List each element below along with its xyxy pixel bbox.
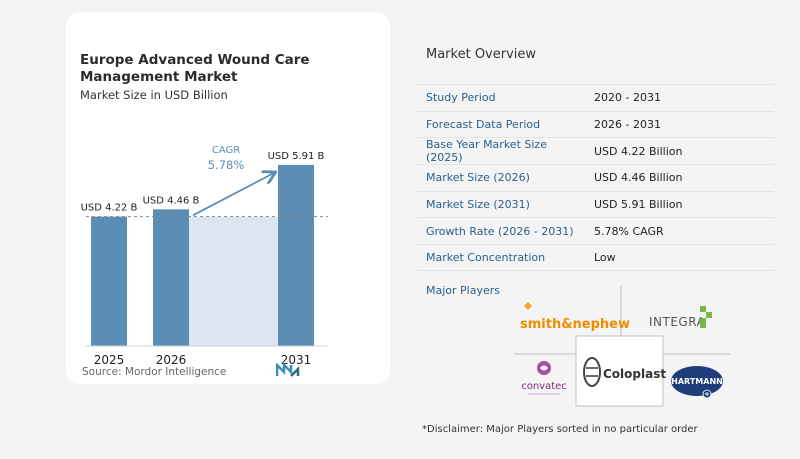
bar	[153, 209, 189, 346]
row-value: 2026 - 2031	[594, 118, 661, 132]
bar-value-label: USD 5.91 B	[268, 151, 325, 162]
cagr-value: 5.78%	[208, 158, 245, 172]
row-value: 2020 - 2031	[594, 91, 661, 105]
row-label: Market Size (2026)	[426, 171, 530, 185]
bar-value-label: USD 4.46 B	[143, 195, 200, 206]
smith-nephew-logo: smith&nephew	[520, 302, 630, 332]
cagr-label: CAGR	[212, 145, 240, 156]
hartmann-text: HARTMANN	[671, 377, 723, 386]
integra-logo: INTEGRA	[649, 306, 712, 329]
overview-title: Market Overview	[426, 47, 537, 62]
coloplast-cell	[575, 335, 664, 407]
row-label: Growth Rate (2026 - 2031)	[426, 224, 574, 238]
row-value: USD 5.91 Billion	[594, 198, 683, 212]
overview-row: Study Period 2020 - 2031	[417, 84, 774, 111]
x-tick-label: 2031	[281, 353, 312, 367]
disclaimer: *Disclaimer: Major Players sorted in no …	[422, 424, 698, 435]
overview-row: Forecast Data Period 2026 - 2031	[417, 110, 774, 138]
overview-row: Market Size (2026) USD 4.46 Billion	[417, 164, 774, 191]
row-value: USD 4.22 Billion	[594, 144, 683, 158]
integra-text: INTEGRA	[649, 315, 706, 329]
source-note: Source: Mordor Intelligence	[82, 366, 227, 378]
smith-nephew-text: smith&nephew	[520, 317, 630, 332]
row-value: USD 4.46 Billion	[594, 171, 683, 185]
mordor-logo-icon	[276, 363, 300, 377]
row-value: 5.78% CAGR	[594, 224, 664, 238]
coloplast-logo: Coloplast	[583, 357, 666, 387]
bar	[278, 164, 314, 346]
bar-value-label: USD 4.22 B	[81, 203, 138, 214]
major-players-logos: smith&nephew INTEGRA convatec Coloplast …	[514, 286, 730, 407]
x-tick-label: 2025	[94, 353, 125, 367]
cagr-arrow	[192, 173, 274, 217]
overview-table: Study Period 2020 - 2031 Forecast Data P…	[417, 84, 774, 271]
chart-subtitle: Market Size in USD Billion	[80, 88, 228, 102]
coloplast-text: Coloplast	[603, 367, 666, 381]
hartmann-logo: HARTMANN	[671, 366, 723, 399]
row-value: Low	[594, 250, 616, 264]
overview-row: Growth Rate (2026 - 2031) 5.78% CAGR	[417, 217, 774, 244]
overview-row: Market Concentration Low	[417, 244, 774, 271]
row-label: Study Period	[426, 91, 496, 105]
convatec-text: convatec	[521, 381, 567, 392]
overview-row: Market Size (2031) USD 5.91 Billion	[417, 190, 774, 218]
bar-chart: USD 4.22 B 2025 USD 4.46 B 2026 USD 5.91 B 20…	[81, 145, 328, 367]
row-label: Forecast Data Period	[426, 118, 541, 132]
row-label: Market Size (2031)	[426, 198, 530, 212]
overview-row: Base Year Market Size (2025) USD 4.22 Bi…	[417, 137, 774, 164]
x-tick-label: 2026	[156, 353, 187, 367]
growth-highlight	[189, 216, 278, 346]
chart-card: Europe Advanced Wound Care Management Ma…	[66, 12, 390, 384]
row-label: Market Concentration	[426, 250, 546, 264]
chart-title: Europe Advanced Wound Care Management Ma…	[80, 52, 310, 85]
convatec-logo: convatec	[521, 361, 567, 395]
bar	[91, 216, 127, 346]
row-label: Base Year Market Size (2025)	[426, 138, 547, 165]
major-players-title: Major Players	[426, 284, 500, 297]
